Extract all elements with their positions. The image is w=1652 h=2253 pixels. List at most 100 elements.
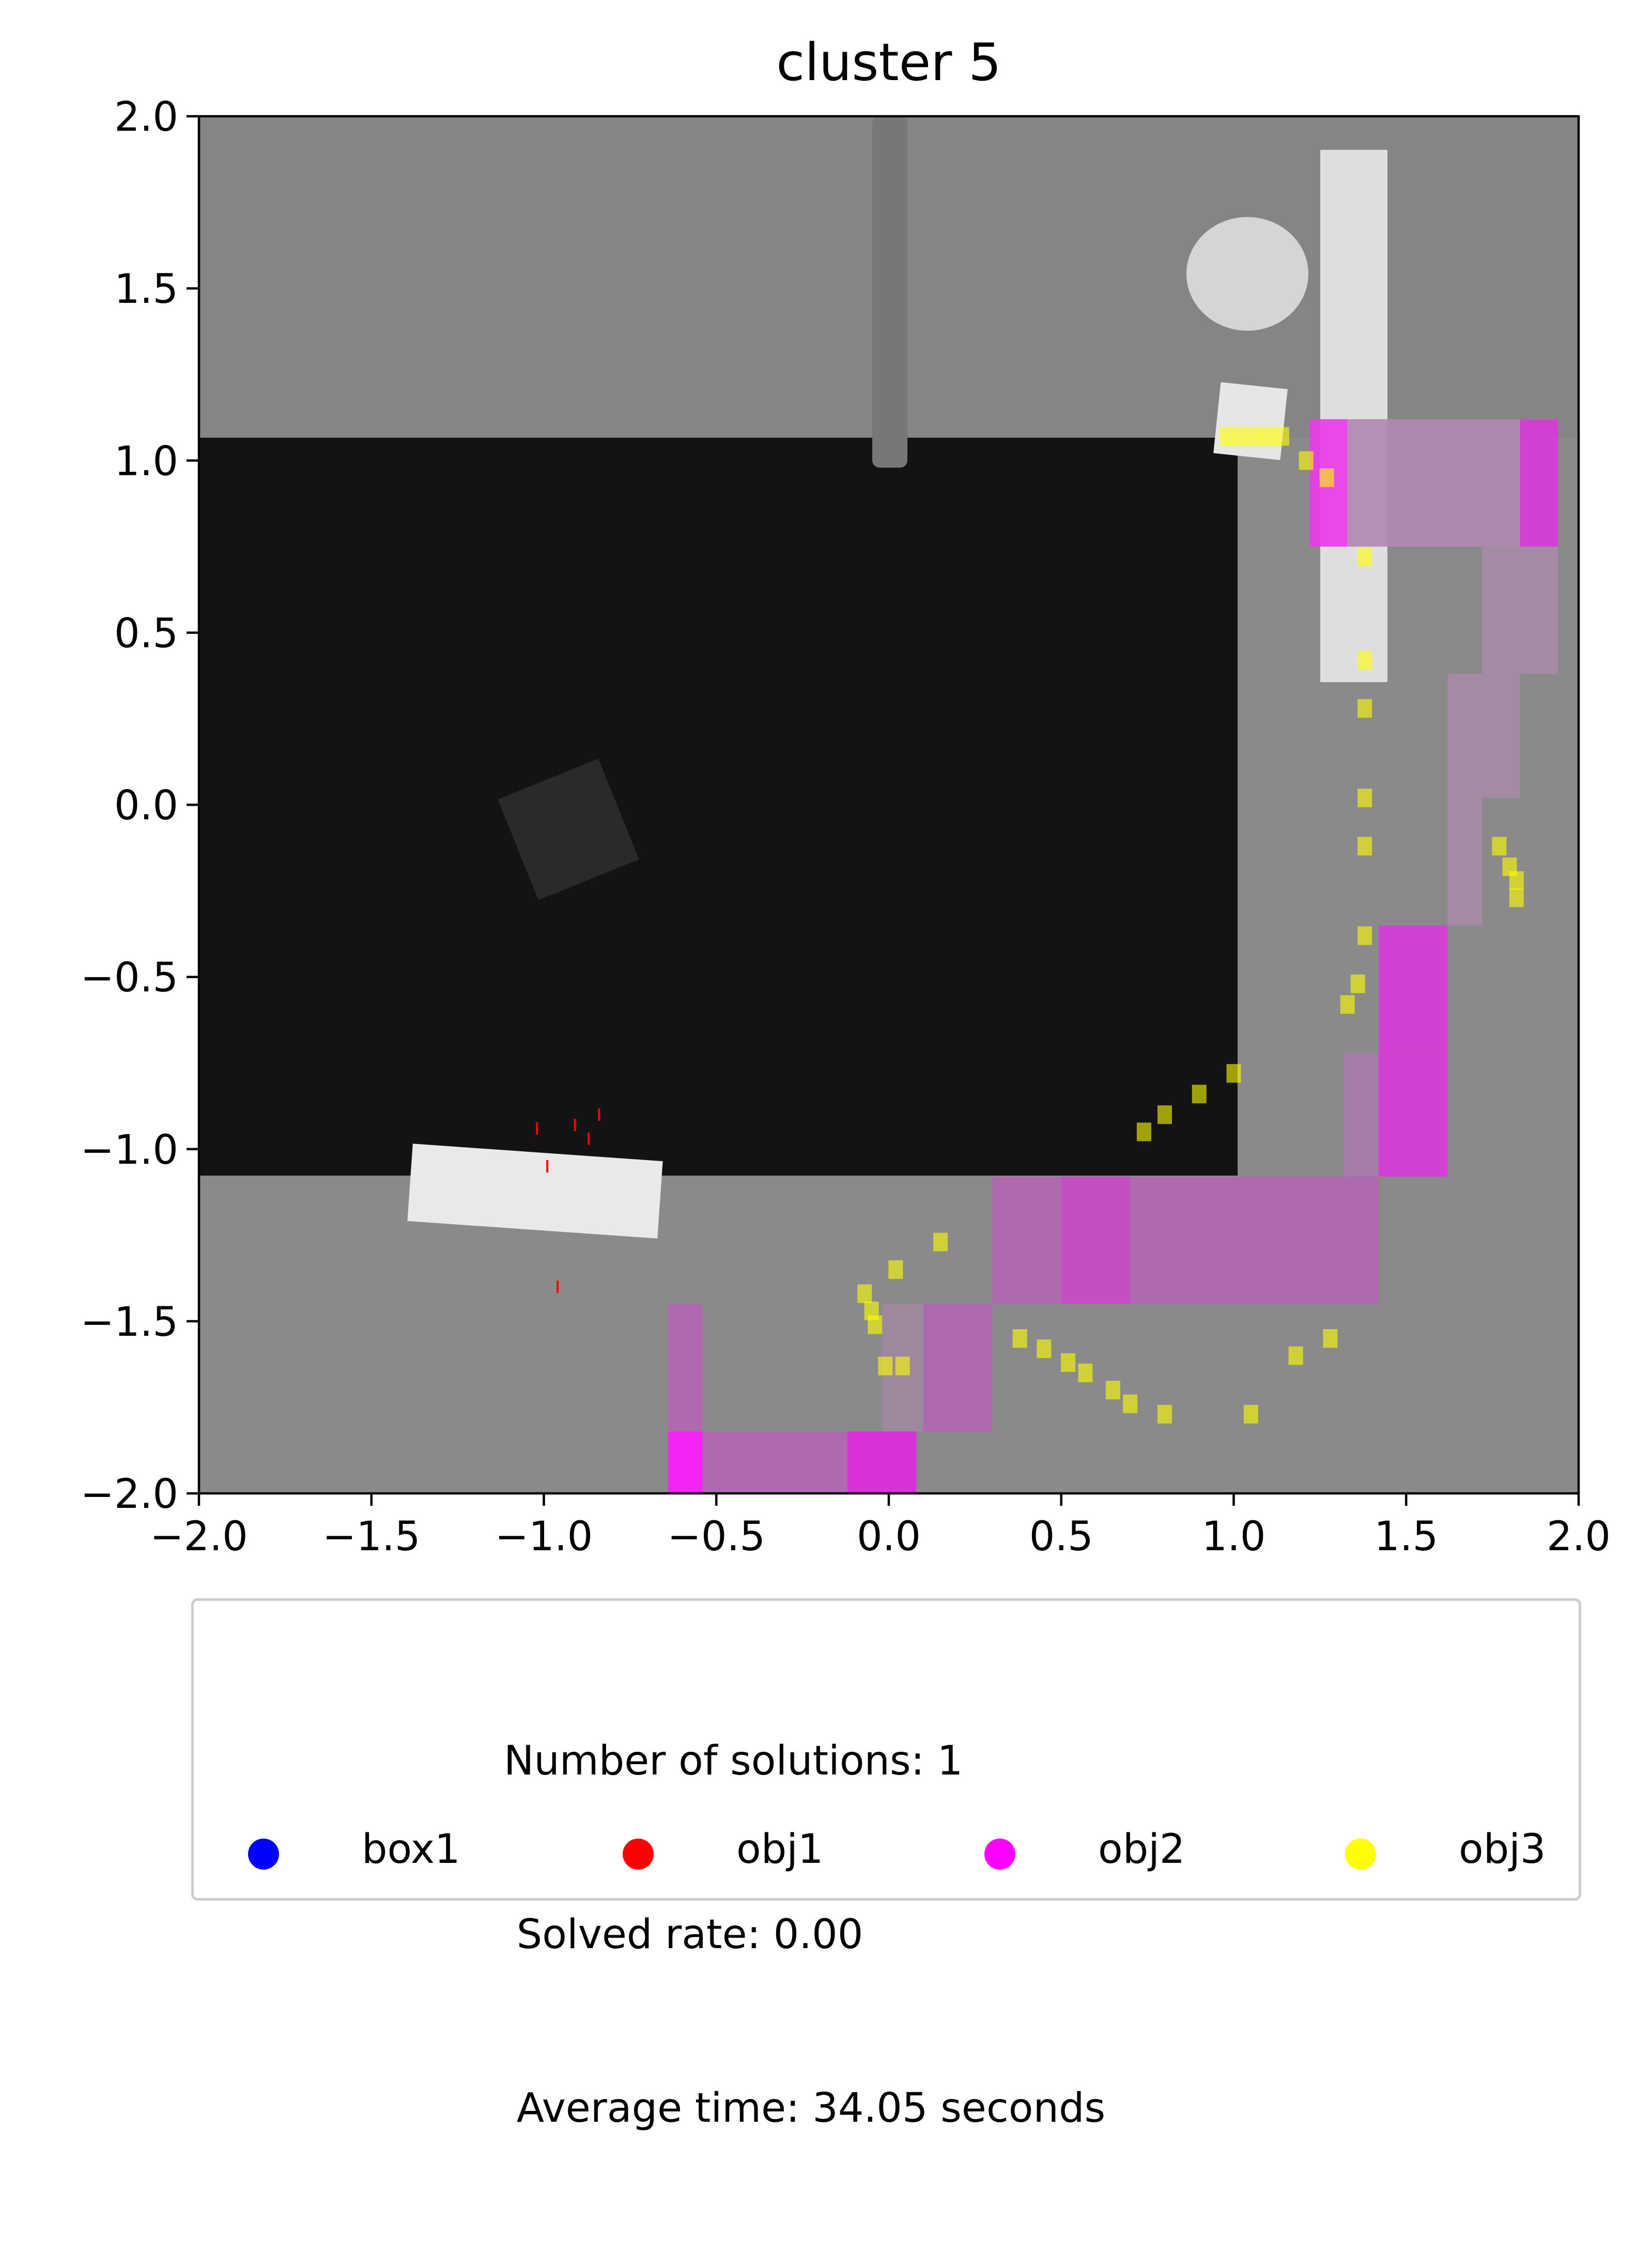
- legend-marker-obj2: [984, 1839, 1015, 1870]
- scene-background: [199, 116, 1579, 1493]
- obj3-point: [1226, 1064, 1241, 1083]
- obj2-cell: [1378, 925, 1448, 1053]
- y-tick-label: −2.0: [81, 1471, 178, 1518]
- cylinder-object: [1186, 217, 1308, 331]
- obj3-point: [1247, 427, 1262, 446]
- legend-marker-obj3: [1345, 1839, 1376, 1870]
- obj1-point: [574, 1119, 576, 1132]
- x-axis: −2.0 −1.5 −1.0 −0.5 0.0 0.5 1.0 1.5 2.0: [150, 1493, 1611, 1560]
- legend-marker-obj1: [623, 1839, 654, 1870]
- obj1-point: [546, 1160, 549, 1173]
- obj2-cell: [1130, 1177, 1379, 1304]
- obj3-point: [1061, 1353, 1076, 1372]
- y-tick-label: 1.5: [114, 266, 178, 313]
- obj2-cell: [1482, 546, 1558, 674]
- dark-cube: [498, 759, 639, 900]
- legend-stats-line: Number of solutions: 1: [504, 1738, 963, 1784]
- obj1-point: [557, 1280, 559, 1293]
- obj3-point: [1192, 1085, 1207, 1104]
- legend-marker-box1: [248, 1839, 279, 1870]
- obj3-point: [1357, 789, 1372, 808]
- obj2-cell: [1378, 1053, 1448, 1177]
- obj2-cell: [1447, 674, 1520, 798]
- x-tick-label: 0.5: [1029, 1514, 1093, 1560]
- obj1-point: [598, 1108, 600, 1121]
- obj3-point: [1357, 837, 1372, 856]
- obj3-point: [1288, 1346, 1303, 1365]
- flat-box: [407, 1144, 663, 1239]
- obj3-point: [857, 1284, 872, 1303]
- obj2-cell: [1344, 1053, 1379, 1177]
- obj2-cell: [702, 1431, 847, 1493]
- obj2-cell: [1347, 419, 1520, 547]
- chart: cluster 5 −2.0 −1.5 −1.0 −0.5 0.0 0.5 1.0 1.5 2.…: [81, 32, 1611, 1560]
- obj2-series: [668, 419, 1558, 1493]
- tall-box: [1320, 150, 1387, 682]
- x-tick-label: 0.0: [857, 1514, 921, 1560]
- legend-stats: Number of solutions: 1 Solved rate: 0.00…: [504, 1616, 1105, 2253]
- obj3-point: [1037, 1339, 1052, 1359]
- y-tick-label: −1.5: [81, 1299, 178, 1346]
- obj3-point: [1357, 926, 1372, 945]
- y-tick-label: 0.5: [114, 610, 178, 657]
- obj2-cell: [992, 1177, 1061, 1304]
- obj3-point: [1340, 995, 1355, 1014]
- obj2-cell: [1447, 798, 1483, 925]
- obj3-point: [1233, 427, 1248, 446]
- y-axis: 2.0 1.5 1.0 0.5 0.0 −0.5 −1.0 −1.5 −2.0: [81, 94, 199, 1518]
- obj2-cell: [1520, 419, 1558, 547]
- x-tick-label: −1.0: [495, 1514, 593, 1560]
- obj2-cell: [668, 1431, 703, 1493]
- obj2-cell: [1061, 1177, 1131, 1304]
- y-tick-label: −1.0: [81, 1127, 178, 1174]
- y-tick-label: 1.0: [114, 438, 178, 485]
- small-box: [1213, 382, 1288, 460]
- obj2-cell: [923, 1304, 993, 1432]
- obj1-point: [536, 1122, 538, 1135]
- obj3-point: [1509, 888, 1524, 907]
- obj3-point: [1509, 871, 1524, 890]
- obj3-point: [1357, 699, 1372, 718]
- legend: Number of solutions: 1 Solved rate: 0.00…: [191, 1598, 1581, 2132]
- legend-label-obj2: obj2: [1098, 1826, 1185, 1873]
- legend-stats-line: Average time: 34.05 seconds: [504, 2085, 1106, 2132]
- obj3-point: [1357, 651, 1372, 670]
- pole: [872, 116, 907, 468]
- obj3-point: [888, 1260, 903, 1279]
- x-tick-label: −0.5: [668, 1514, 765, 1560]
- obj3-series: [857, 427, 1524, 1424]
- x-tick-label: −1.5: [322, 1514, 420, 1560]
- obj3-point: [1261, 427, 1276, 446]
- x-tick-label: 2.0: [1547, 1514, 1611, 1560]
- obj2-cell: [847, 1431, 917, 1493]
- y-tick-label: −0.5: [81, 955, 178, 1001]
- obj3-point: [1492, 837, 1507, 856]
- obj3-point: [1105, 1381, 1120, 1400]
- obj3-point: [933, 1232, 948, 1252]
- legend-stats-line: Solved rate: 0.00: [504, 1911, 863, 1958]
- chart-title: cluster 5: [776, 32, 1001, 92]
- obj3-point: [1299, 451, 1314, 470]
- obj2-cell: [668, 1304, 703, 1432]
- obj3-point: [868, 1315, 883, 1334]
- obj3-point: [1078, 1363, 1093, 1382]
- obj3-point: [1157, 1405, 1172, 1424]
- obj3-point: [1012, 1329, 1027, 1348]
- legend-label-obj1: obj1: [736, 1826, 824, 1873]
- y-tick-label: 2.0: [114, 94, 178, 141]
- obj3-point: [1357, 547, 1372, 566]
- obj3-point: [878, 1356, 893, 1376]
- obj3-point: [1319, 468, 1334, 487]
- obj3-point: [1123, 1394, 1138, 1413]
- legend-label-box1: box1: [362, 1826, 460, 1873]
- obj3-point: [1350, 974, 1365, 993]
- obj3-point: [895, 1356, 910, 1376]
- x-tick-label: 1.5: [1374, 1514, 1438, 1560]
- obj3-point: [1157, 1105, 1172, 1124]
- legend-label-obj3: obj3: [1459, 1826, 1546, 1873]
- x-tick-label: 1.0: [1201, 1514, 1265, 1560]
- obj1-point: [588, 1132, 590, 1145]
- obj3-point: [1323, 1329, 1338, 1348]
- obj3-point: [1136, 1122, 1151, 1141]
- obj3-point: [1219, 427, 1234, 446]
